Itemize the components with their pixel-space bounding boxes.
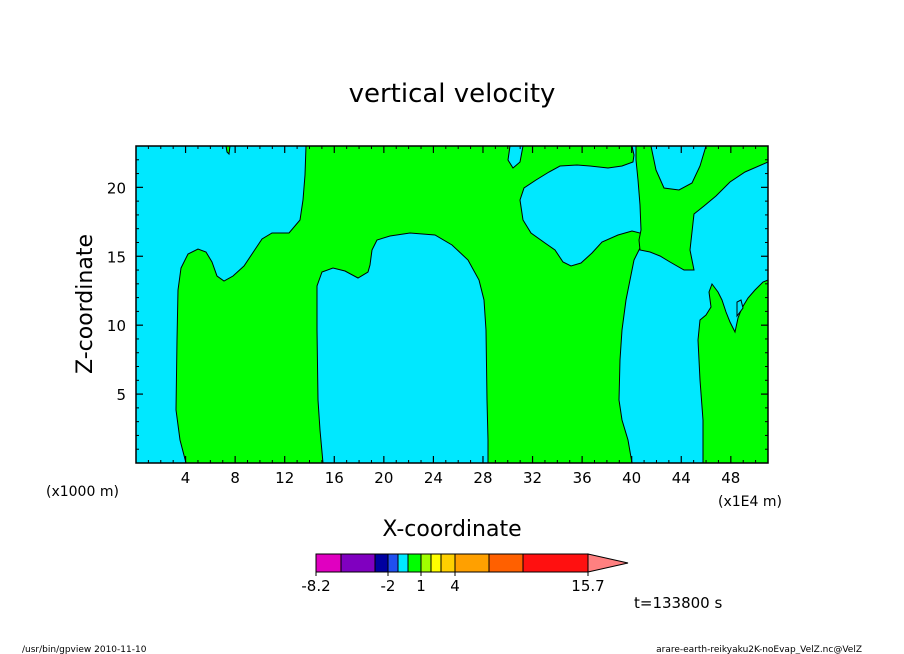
contour-region-d — [736, 299, 744, 318]
colorbar-segment — [387, 553, 399, 573]
y-tick-label: 20 — [107, 179, 126, 197]
x-tick-label: 4 — [181, 469, 191, 487]
x-unit-left: (x1000 m) — [46, 484, 119, 500]
contour-region-c — [697, 279, 769, 464]
colorbar: -8.2 -2 1 4 15.7 — [301, 553, 629, 595]
colorbar-extend-arrow — [587, 553, 629, 573]
colorbar-segment — [440, 553, 456, 573]
colorbar-segment — [315, 553, 342, 573]
x-tick-label: 48 — [721, 469, 740, 487]
positive-velocity-regions — [175, 145, 769, 464]
footer-left: /usr/bin/gpview 2010-11-10 — [22, 645, 147, 654]
x-tick-label: 40 — [622, 469, 641, 487]
x-tick-label: 24 — [424, 469, 443, 487]
y-tick-label: 15 — [107, 248, 126, 266]
colorbar-tick-label: 1 — [416, 577, 426, 595]
y-tick-label: 10 — [107, 317, 126, 335]
y-axis-label: Z-coordinate — [73, 234, 98, 374]
colorbar-segment — [420, 553, 432, 573]
contour-region-a — [175, 145, 645, 464]
colorbar-tick-label: -2 — [381, 577, 396, 595]
x-tick-label: 32 — [523, 469, 542, 487]
x-tick-label: 16 — [325, 469, 344, 487]
colorbar-segment — [522, 553, 589, 573]
colorbar-tick-label: 4 — [450, 577, 460, 595]
colorbar-segment — [454, 553, 490, 573]
colorbar-segment — [430, 553, 442, 573]
colorbar-segment — [488, 553, 524, 573]
y-tick-label: 5 — [116, 386, 126, 404]
x-axis-label: X-coordinate — [382, 517, 521, 542]
colorbar-segment — [340, 553, 376, 573]
colorbar-tick-label: -8.2 — [301, 577, 330, 595]
plot-frame — [135, 145, 769, 464]
footer-right: arare-earth-reikyaku2K-noEvap_VelZ.nc@Ve… — [656, 645, 862, 654]
chart-title: vertical velocity — [349, 79, 556, 109]
colorbar-tick-label: 15.7 — [571, 577, 604, 595]
x-tick-label: 20 — [374, 469, 393, 487]
x-tick-label: 12 — [275, 469, 294, 487]
time-label: t=133800 s — [634, 594, 722, 612]
y-axis-ticks: 5 10 15 20 — [107, 159, 768, 450]
colorbar-segment — [407, 553, 422, 573]
colorbar-segment — [374, 553, 389, 573]
x-tick-label: 44 — [672, 469, 691, 487]
x-tick-label: 8 — [230, 469, 240, 487]
colorbar-segment — [397, 553, 409, 573]
contour-region-b — [635, 145, 769, 271]
x-unit-right: (x1E4 m) — [718, 494, 782, 510]
x-tick-label: 28 — [473, 469, 492, 487]
x-tick-label: 36 — [573, 469, 592, 487]
x-axis-ticks: 4 8 12 16 20 24 28 32 36 40 44 48 — [147, 146, 757, 487]
